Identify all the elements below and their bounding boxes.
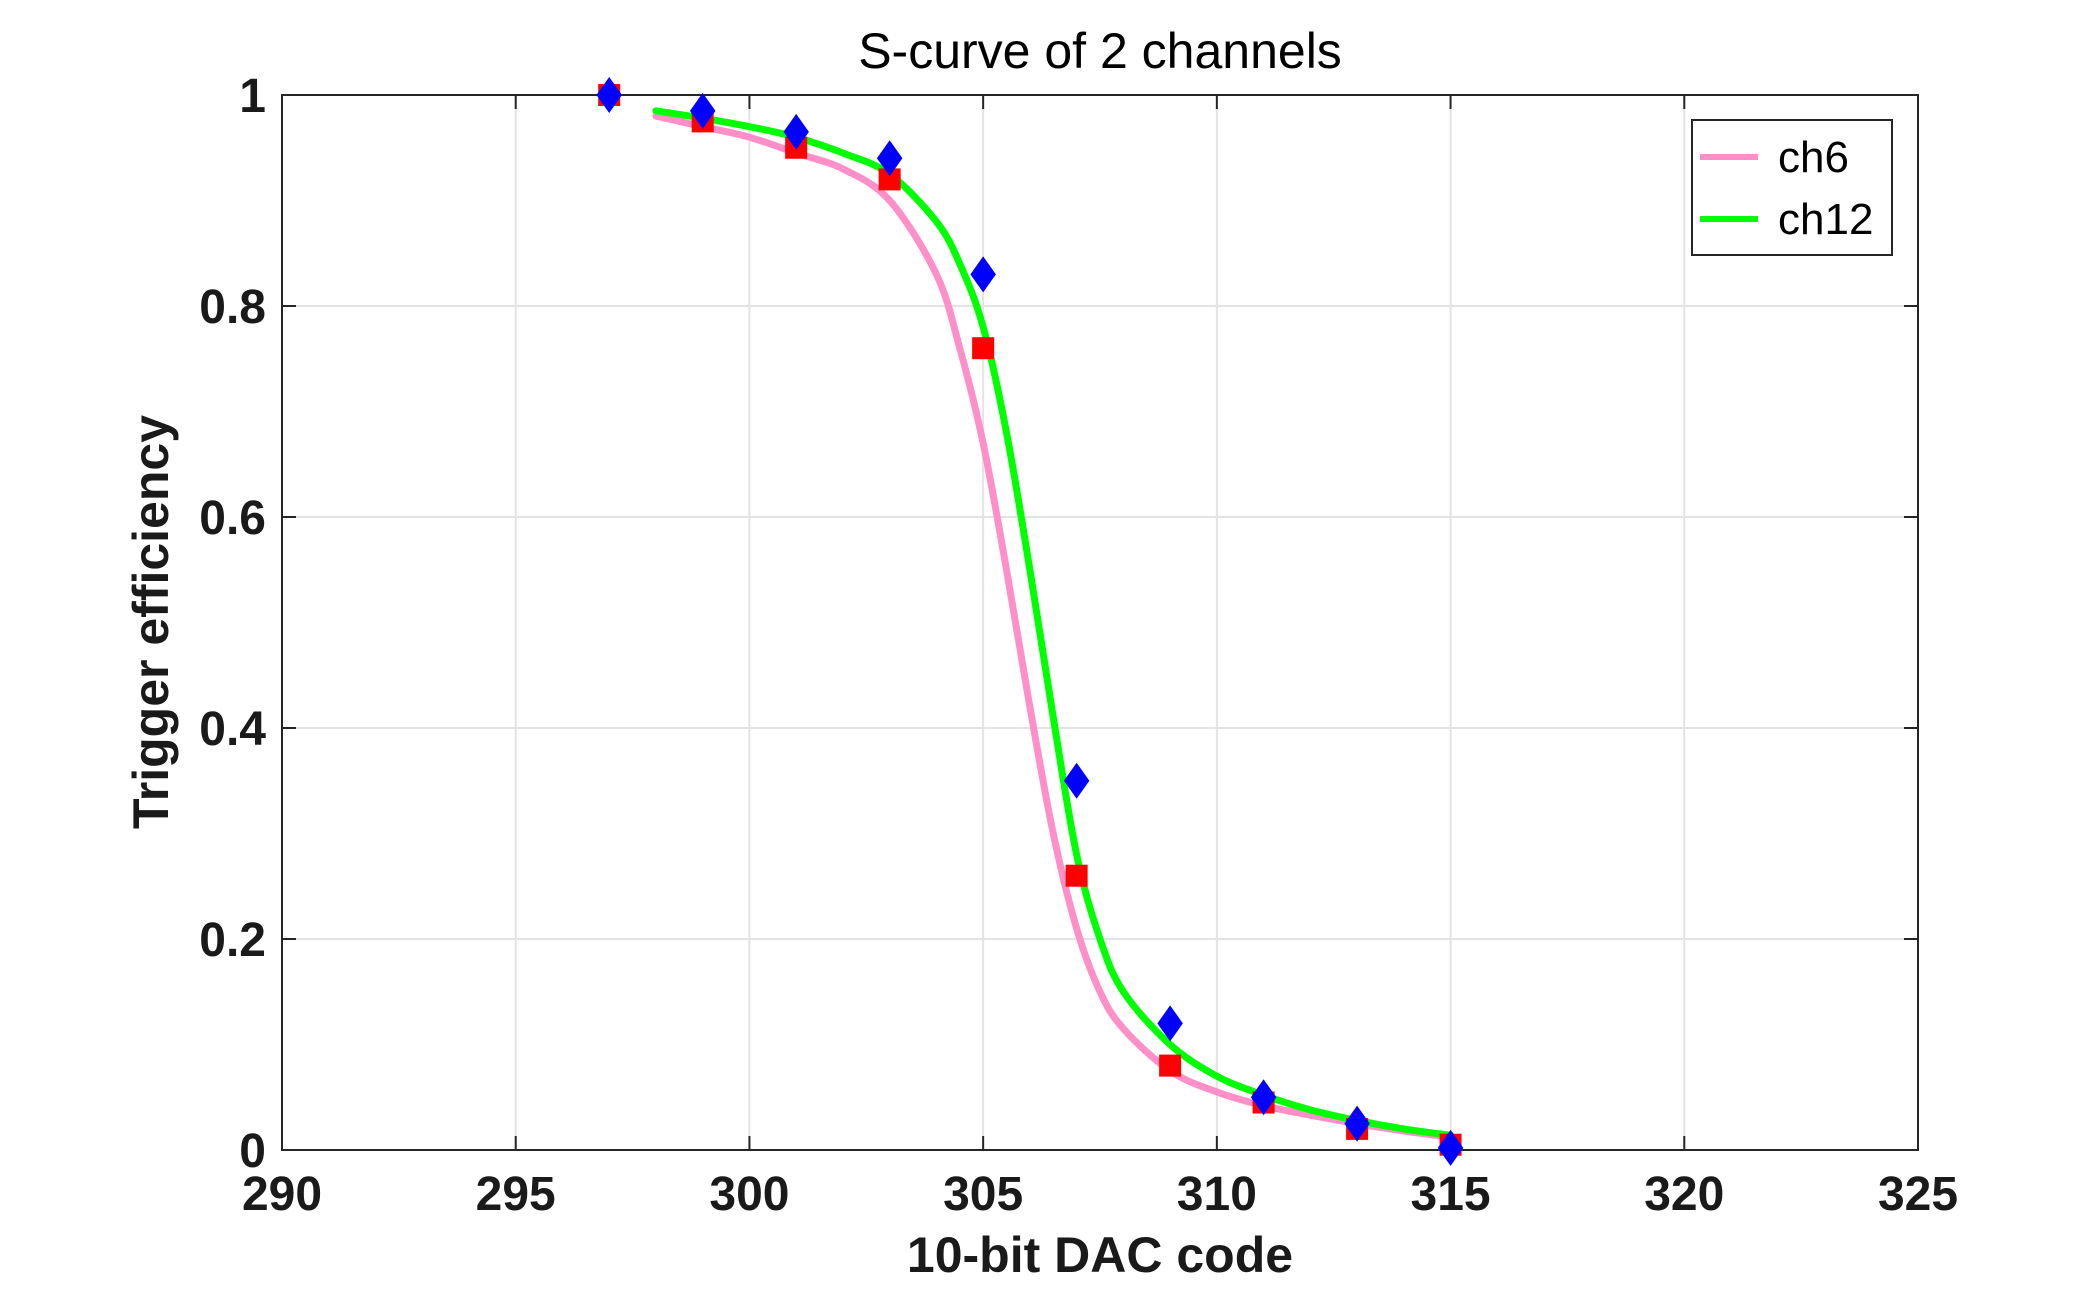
data-point-ch6 (1159, 1054, 1182, 1077)
data-points (596, 77, 1464, 1166)
x-tick-label: 325 (1878, 1168, 1958, 1221)
chart-title: S-curve of 2 channels (858, 23, 1342, 79)
legend-box (1691, 119, 1893, 256)
data-point-ch12 (783, 113, 809, 150)
y-tick-label: 0.6 (199, 492, 266, 545)
x-tick-label: 295 (476, 1168, 556, 1221)
x-tick-label: 310 (1177, 1168, 1257, 1221)
legend: ch6 ch12 (1691, 119, 1893, 256)
data-point-ch12 (689, 92, 716, 129)
x-axis-label: 10-bit DAC code (907, 1227, 1293, 1283)
axis-ticks: 290 295 300 305 310 315 320 325 0 0.2 0.4 0.6 0.8 1 (199, 70, 1958, 1221)
data-point-ch12 (1437, 1129, 1464, 1166)
data-point-ch12 (596, 77, 622, 113)
data-point-ch12 (1063, 762, 1090, 799)
data-point-ch12 (1344, 1105, 1370, 1142)
plot-area-frame (281, 94, 1919, 1151)
y-tick-label: 1 (239, 70, 266, 123)
data-point-ch12 (876, 140, 903, 177)
y-axis-label: Trigger efficiency (123, 415, 179, 829)
data-point-ch12 (1157, 1005, 1183, 1042)
legend-label-ch12: ch12 (1778, 195, 1873, 244)
data-point-ch6 (972, 337, 995, 360)
y-tick-label: 0.2 (199, 914, 266, 967)
x-tick-label: 305 (943, 1168, 1023, 1221)
data-point-ch12 (1250, 1079, 1277, 1116)
x-tick-label: 290 (242, 1168, 322, 1221)
legend-label-ch6: ch6 (1778, 133, 1849, 182)
data-point-ch6 (1065, 864, 1088, 887)
data-point-ch12 (970, 256, 996, 293)
y-tick-label: 0.4 (199, 703, 266, 756)
y-tick-label: 0 (239, 1125, 266, 1178)
data-point-ch6 (878, 168, 901, 191)
x-tick-label: 320 (1644, 1168, 1724, 1221)
y-tick-label: 0.8 (199, 281, 266, 334)
x-tick-label: 300 (709, 1168, 789, 1221)
x-tick-label: 315 (1411, 1168, 1491, 1221)
